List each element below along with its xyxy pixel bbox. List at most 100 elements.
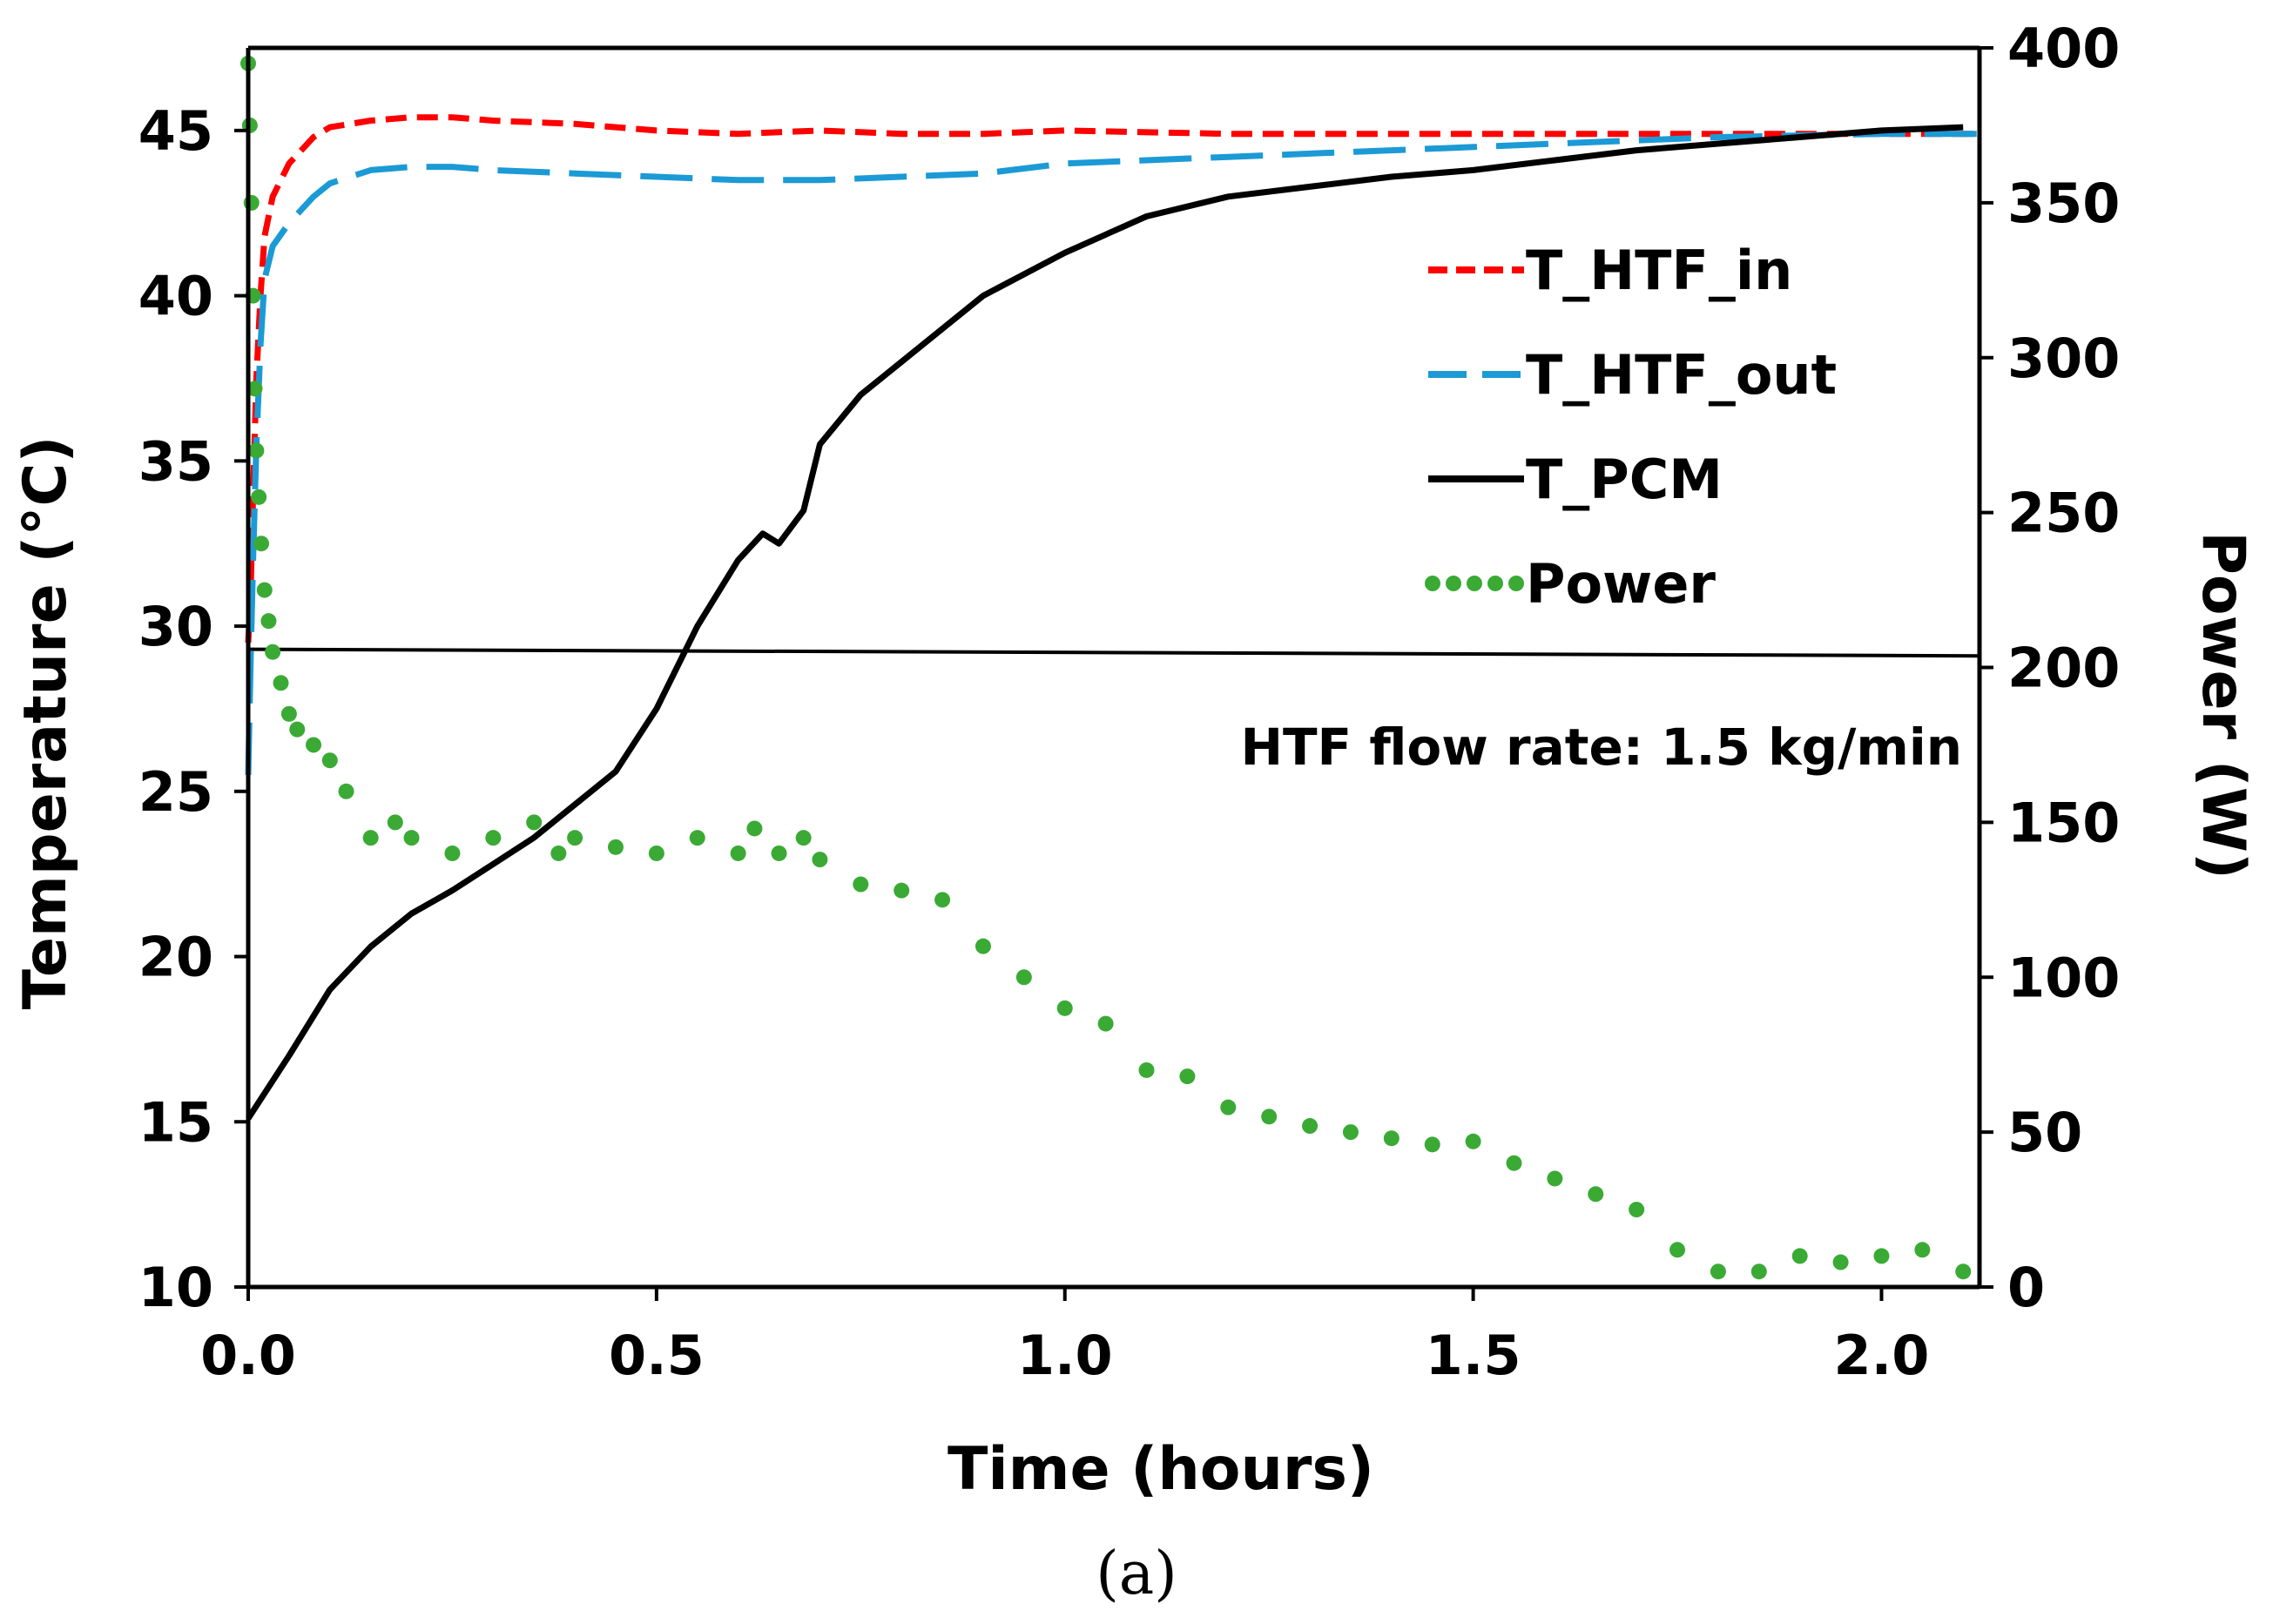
series-power-point bbox=[607, 839, 624, 855]
axes-ticks bbox=[234, 46, 1993, 1301]
x-tick-label: 2.0 bbox=[1834, 1324, 1930, 1387]
y2-tick-label: 0 bbox=[2007, 1256, 2045, 1319]
series-power-point bbox=[746, 820, 763, 837]
x-tick-label: 1.0 bbox=[1017, 1324, 1113, 1387]
y-tick-label: 20 bbox=[138, 926, 213, 989]
series-power-point bbox=[265, 644, 281, 660]
legend-swatch-power bbox=[1425, 576, 1440, 591]
series-power-point bbox=[248, 442, 265, 459]
series-power-point bbox=[1750, 1263, 1767, 1280]
series-power-point bbox=[306, 737, 322, 753]
series-power-point bbox=[1873, 1248, 1890, 1264]
legend-swatch-power bbox=[1508, 576, 1524, 591]
series-power-point bbox=[730, 845, 746, 861]
y-tick-label: 15 bbox=[138, 1090, 213, 1154]
legend-swatch-power bbox=[1446, 576, 1461, 591]
series-power-point bbox=[289, 721, 306, 738]
legend-swatch-power bbox=[1487, 576, 1503, 591]
x-axis-title: Time (hours) bbox=[948, 1435, 1374, 1504]
y2-tick-label: 250 bbox=[2007, 482, 2120, 545]
series-power-point bbox=[934, 892, 951, 908]
series-power-point bbox=[1914, 1242, 1931, 1258]
series-power-point bbox=[1506, 1155, 1522, 1171]
series-power-point bbox=[853, 876, 869, 893]
plot-series bbox=[240, 55, 1980, 1280]
x-tick-label: 0.5 bbox=[609, 1324, 705, 1387]
y-tick-label: 25 bbox=[138, 760, 213, 824]
y2-tick-label: 50 bbox=[2007, 1101, 2082, 1164]
y2-tick-label: 100 bbox=[2007, 946, 2120, 1009]
y-tick-label: 10 bbox=[138, 1256, 213, 1319]
y-tick-label: 45 bbox=[138, 99, 213, 163]
figure-caption: (a) bbox=[1096, 1540, 1177, 1608]
series-power-point bbox=[260, 613, 277, 630]
y2-axis-title: Power (W) bbox=[2189, 531, 2257, 879]
series-power-point bbox=[567, 830, 583, 846]
legend-label-t-htf-out: T_HTF_out bbox=[1526, 343, 1837, 407]
reference-line bbox=[247, 647, 1980, 658]
series-power-point bbox=[795, 830, 812, 846]
series-power-point bbox=[1424, 1136, 1440, 1153]
series-power-point bbox=[251, 489, 267, 505]
series-power-point bbox=[280, 705, 297, 722]
series-power-point bbox=[1342, 1124, 1359, 1141]
series-power-point bbox=[1179, 1068, 1196, 1085]
series-power-point bbox=[1138, 1061, 1155, 1078]
series-power-point bbox=[1465, 1133, 1481, 1149]
series-power-point bbox=[1832, 1254, 1849, 1270]
legend-label-t-pcm: T_PCM bbox=[1526, 448, 1723, 511]
series-power-point bbox=[387, 814, 403, 831]
x-tick-label: 1.5 bbox=[1426, 1324, 1521, 1387]
series-power-point bbox=[550, 845, 567, 861]
x-tick-label: 0.0 bbox=[200, 1324, 296, 1387]
series-power-point bbox=[1383, 1130, 1400, 1147]
legend-label-power: Power bbox=[1526, 552, 1716, 616]
tick-labels: 0.0 0.5 1.0 1.5 2.0 10 15 20 25 30 35 40 45 0 50 100 150… bbox=[138, 17, 2121, 1387]
series-power-point bbox=[243, 194, 260, 211]
series-power-point bbox=[1261, 1108, 1278, 1125]
series-power-point bbox=[1588, 1186, 1604, 1203]
y2-tick-label: 350 bbox=[2007, 172, 2120, 235]
series-power-point bbox=[403, 830, 420, 846]
series-power-point bbox=[975, 938, 991, 954]
series-power-point bbox=[1791, 1248, 1808, 1264]
series-power-point bbox=[321, 752, 338, 769]
series-power-point bbox=[1955, 1263, 1972, 1280]
series-power-point bbox=[362, 830, 379, 846]
legend: T_HTF_in T_HTF_out T_PCM Power bbox=[1425, 239, 1837, 616]
series-power-point bbox=[648, 845, 664, 861]
series-power-point bbox=[485, 830, 502, 846]
y-axis-title: Temperature (°C) bbox=[11, 436, 80, 1010]
legend-label-t-htf-in: T_HTF_in bbox=[1526, 239, 1792, 302]
series-power-point bbox=[1220, 1099, 1237, 1115]
series-power-point bbox=[444, 845, 461, 861]
series-power-point bbox=[1097, 1015, 1114, 1032]
series-power-point bbox=[526, 814, 543, 831]
y2-tick-label: 400 bbox=[2007, 17, 2120, 80]
series-power-point bbox=[338, 783, 354, 799]
series-power-point bbox=[689, 830, 705, 846]
series-t-htf-out-line bbox=[245, 131, 1980, 775]
series-power-point bbox=[1669, 1242, 1686, 1258]
y-tick-label: 35 bbox=[138, 429, 213, 493]
series-t-pcm-line bbox=[246, 124, 1964, 1121]
series-power-point bbox=[771, 845, 787, 861]
series-power-point bbox=[1302, 1118, 1319, 1135]
series-power-point bbox=[894, 882, 910, 899]
series-power-point bbox=[273, 675, 289, 691]
series-power-point bbox=[1015, 969, 1032, 986]
y2-tick-label: 150 bbox=[2007, 791, 2120, 854]
y2-tick-label: 300 bbox=[2007, 327, 2120, 390]
flow-rate-annotation: HTF flow rate: 1.5 kg/min bbox=[1240, 718, 1962, 777]
series-power-point bbox=[1710, 1263, 1726, 1280]
series-power-point bbox=[256, 582, 273, 598]
series-power-point bbox=[246, 381, 263, 397]
series-power-point bbox=[1629, 1202, 1645, 1218]
y-tick-label: 30 bbox=[138, 595, 213, 658]
series-t-htf-in-line bbox=[245, 114, 1980, 644]
series-power-point bbox=[812, 852, 828, 868]
series-power-point bbox=[1056, 1000, 1073, 1016]
legend-swatch-power bbox=[1467, 576, 1482, 591]
